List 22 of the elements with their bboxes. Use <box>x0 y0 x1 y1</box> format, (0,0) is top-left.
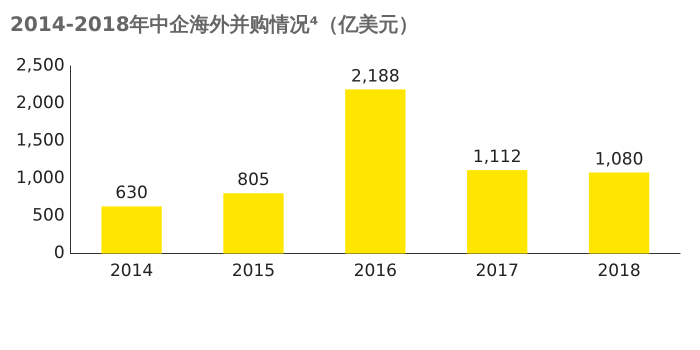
data-label: 2,188 <box>351 66 400 86</box>
x-tick-label: 2018 <box>597 261 641 282</box>
x-tick-label: 2014 <box>110 261 154 282</box>
y-tick-label: 0 <box>54 243 65 264</box>
x-tick-label: 2017 <box>476 261 519 282</box>
y-tick-label: 500 <box>32 206 65 226</box>
data-label: 630 <box>115 183 148 204</box>
y-tick-label: 1,500 <box>16 130 65 150</box>
x-tick-label: 2016 <box>354 261 397 282</box>
y-tick-label: 2,500 <box>16 55 65 76</box>
y-tick-label: 2,000 <box>16 92 65 113</box>
data-label: 805 <box>237 170 270 190</box>
bar <box>467 170 528 254</box>
bar <box>101 206 162 254</box>
chart-title: 2014-2018年中企海外并购情况⁴（亿美元） <box>10 12 418 36</box>
data-label: 1,080 <box>594 149 644 170</box>
bar <box>588 172 650 254</box>
bar <box>223 193 284 254</box>
x-tick-label: 2015 <box>232 261 276 282</box>
bar <box>345 89 406 254</box>
y-tick-label: 1,000 <box>16 168 65 188</box>
data-label: 1,112 <box>472 147 522 168</box>
